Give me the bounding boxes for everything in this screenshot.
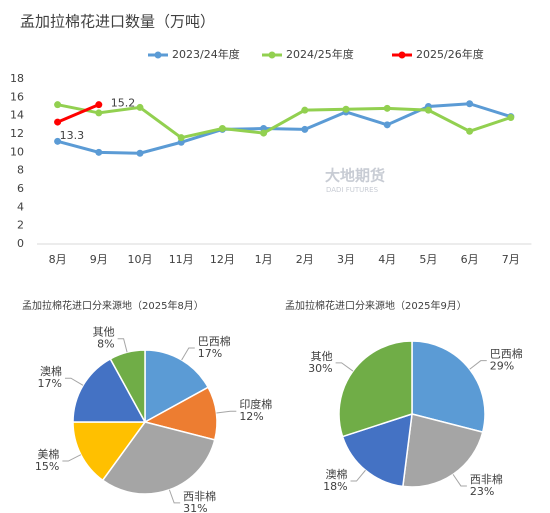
- x-tick-label: 8月: [49, 253, 67, 266]
- slice-label: 澳棉: [326, 467, 348, 481]
- slice-value: 18%: [323, 480, 347, 493]
- point: [301, 125, 309, 133]
- point: [466, 127, 474, 135]
- pie-slice: [109, 349, 146, 423]
- x-tick-label: 9月: [90, 253, 108, 266]
- slice-label: 印度棉: [239, 397, 272, 411]
- chart-title: 孟加拉棉花进口数量（万吨）: [20, 13, 215, 31]
- slice-label: 巴西棉: [490, 347, 523, 361]
- point: [260, 129, 268, 137]
- x-tick-label: 5月: [419, 253, 437, 266]
- x-tick-label: 4月: [378, 253, 396, 266]
- pie-slice: [338, 340, 413, 438]
- point: [136, 103, 144, 111]
- leader-line: [117, 338, 128, 353]
- y-tick-label: 6: [17, 182, 24, 195]
- data-label: 13.3: [60, 129, 85, 142]
- slice-label: 西非棉: [470, 472, 503, 486]
- slice-value: 23%: [470, 485, 494, 498]
- slice-label: 其他: [93, 326, 115, 339]
- pie-title: 孟加拉棉花进口分来源地（2025年9月）: [285, 299, 467, 312]
- slice-value: 17%: [198, 347, 222, 360]
- slice-label: 其他: [311, 350, 333, 363]
- slice-value: 30%: [308, 362, 332, 375]
- x-tick-label: 7月: [502, 253, 520, 266]
- legend-label: 2025/26年度: [416, 47, 484, 61]
- x-tick-label: 1月: [255, 253, 273, 266]
- leader-line: [64, 377, 84, 386]
- series-line: [57, 103, 100, 124]
- leader-line: [335, 362, 354, 372]
- point: [54, 118, 62, 126]
- x-tick-label: 10月: [128, 253, 153, 266]
- point: [177, 134, 185, 142]
- data-label: 15.2: [111, 97, 136, 110]
- point: [95, 148, 103, 156]
- legend-label: 2024/25年度: [286, 47, 354, 61]
- y-tick-label: 18: [10, 72, 24, 85]
- watermark: 大地期货: [325, 167, 385, 185]
- slice-value: 8%: [97, 338, 114, 351]
- leader-line: [62, 454, 82, 462]
- y-tick-label: 16: [10, 90, 24, 103]
- point: [54, 101, 62, 109]
- leader-line: [181, 347, 195, 361]
- point: [54, 137, 62, 145]
- legend-label: 2023/24年度: [172, 47, 240, 61]
- leader-line: [452, 474, 467, 487]
- y-tick-label: 8: [17, 164, 24, 177]
- slice-label: 巴西棉: [198, 334, 231, 348]
- point: [466, 100, 474, 108]
- pie-slice: [144, 349, 210, 424]
- slice-value: 17%: [38, 377, 62, 390]
- slice-value: 31%: [183, 502, 207, 513]
- legend-marker: [398, 51, 406, 59]
- series-line: [57, 102, 512, 155]
- y-tick-label: 4: [17, 200, 24, 213]
- leader-line: [469, 360, 487, 370]
- y-tick-label: 14: [10, 109, 24, 122]
- point: [424, 106, 432, 114]
- point: [95, 109, 103, 117]
- x-tick-label: 11月: [169, 253, 194, 266]
- y-tick-label: 2: [17, 219, 24, 232]
- watermark-sub: DADI FUTURES: [326, 186, 379, 194]
- slice-label: 西非棉: [183, 489, 216, 503]
- slice-label: 美棉: [37, 447, 59, 461]
- point: [383, 121, 391, 129]
- slice-label: 澳棉: [40, 364, 62, 378]
- x-tick-label: 2月: [296, 253, 314, 266]
- slice-value: 29%: [490, 360, 514, 373]
- slice-value: 12%: [239, 410, 263, 423]
- pie-slice: [402, 413, 484, 488]
- legend-marker: [268, 51, 276, 59]
- point: [342, 105, 350, 113]
- series-line: [57, 103, 512, 140]
- point: [95, 101, 103, 109]
- leader-line: [216, 410, 237, 414]
- pie-slice: [72, 357, 147, 423]
- point: [507, 114, 515, 121]
- y-tick-label: 0: [17, 237, 24, 250]
- x-tick-label: 12月: [210, 253, 235, 266]
- slice-value: 15%: [35, 460, 59, 473]
- leader-line: [168, 489, 181, 504]
- pie-slice: [411, 340, 486, 434]
- y-tick-label: 12: [10, 127, 24, 140]
- pie-title: 孟加拉棉花进口分来源地（2025年8月）: [22, 299, 204, 312]
- point: [301, 106, 309, 114]
- point: [383, 104, 391, 112]
- x-tick-label: 3月: [337, 253, 355, 266]
- pie-slice: [341, 412, 413, 488]
- point: [218, 125, 226, 132]
- x-tick-label: 6月: [461, 253, 479, 266]
- legend-marker: [154, 51, 162, 59]
- y-tick-label: 10: [10, 145, 24, 158]
- leader-line: [350, 469, 366, 482]
- point: [136, 149, 144, 157]
